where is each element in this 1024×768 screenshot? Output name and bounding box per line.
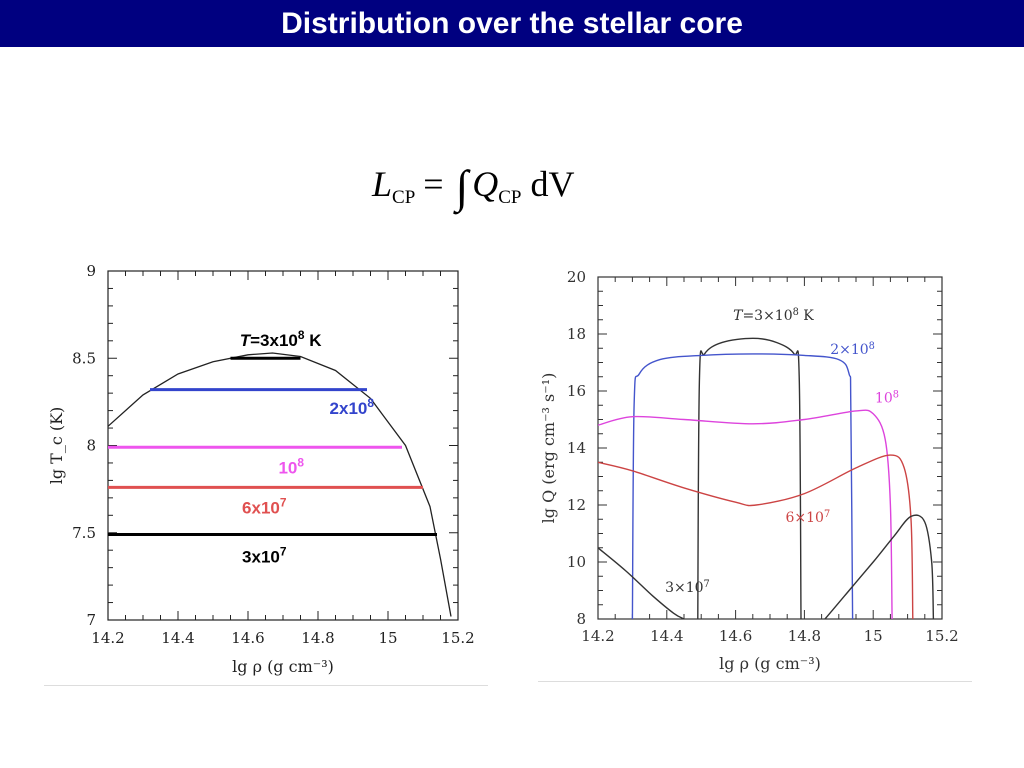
formula-q-sub: CP bbox=[498, 187, 522, 208]
y-tick-label: 14 bbox=[567, 439, 586, 457]
y-tick-label: 10 bbox=[567, 553, 586, 571]
x-tick-label: 15.2 bbox=[925, 627, 958, 645]
slide-title: Distribution over the stellar core bbox=[281, 7, 743, 40]
temperature-density-chart: 14.2 14.4 14.6 14.8 15 15.2 7 7.5 8 8.5 9 lg ρ (g c… bbox=[47, 262, 475, 676]
temperature-level-label: 2x108 bbox=[330, 396, 375, 418]
temperature-level-label: 6x107 bbox=[242, 496, 287, 518]
emissivity-density-chart: 14.2 14.4 14.6 14.8 15 15.2 8 10 12 14 16 18 20 lg ρ … bbox=[539, 268, 959, 673]
emissivity-curve bbox=[598, 409, 893, 619]
y-tick-label: 16 bbox=[567, 382, 586, 400]
luminosity-formula: LCP = ∫ QCP dV bbox=[372, 160, 574, 216]
x-tick-label: 15.2 bbox=[441, 629, 474, 647]
emissivity-curve bbox=[697, 337, 802, 619]
right-divider bbox=[538, 681, 972, 682]
x-tick-label: 14.2 bbox=[581, 627, 614, 645]
y-tick-label: 8.5 bbox=[72, 349, 96, 367]
curve-annotation: 108 bbox=[875, 389, 899, 407]
y-tick-label: 8 bbox=[86, 437, 96, 455]
left-divider bbox=[44, 685, 488, 686]
y-tick-label: 7.5 bbox=[72, 524, 96, 542]
x-tick-label: 14.4 bbox=[650, 627, 683, 645]
left-chart-panel: 14.2 14.4 14.6 14.8 15 15.2 7 7.5 8 8.5 9 lg ρ (g c… bbox=[40, 258, 490, 688]
x-tick-label: 14.8 bbox=[301, 629, 334, 647]
y-axis-label: lg Q (erg cm⁻³ s⁻¹) bbox=[539, 373, 558, 524]
curve-annotation: T=3×108 K bbox=[733, 306, 814, 324]
temperature-level-label: 108 bbox=[278, 455, 304, 477]
x-tick-label: 14.2 bbox=[91, 629, 124, 647]
y-tick-label: 9 bbox=[86, 262, 96, 280]
y-axis-label: lg T_c (K) bbox=[47, 407, 66, 485]
emissivity-curve bbox=[631, 353, 854, 619]
emissivity-curve bbox=[598, 454, 914, 619]
plot-frame bbox=[597, 276, 943, 620]
temperature-level-label: T=3x108 K bbox=[240, 328, 322, 350]
integral-sign: ∫ bbox=[455, 161, 469, 212]
x-tick-label: 14.6 bbox=[719, 627, 752, 645]
y-tick-label: 7 bbox=[86, 611, 96, 629]
y-tick-label: 20 bbox=[567, 268, 586, 286]
y-tick-label: 12 bbox=[567, 496, 586, 514]
core-envelope-curve bbox=[107, 352, 452, 617]
x-tick-label: 14.4 bbox=[161, 629, 194, 647]
y-tick-label: 18 bbox=[567, 325, 586, 343]
temperature-level-label: 3x107 bbox=[242, 544, 287, 566]
x-tick-label: 15 bbox=[378, 629, 397, 647]
x-axis-label: lg ρ (g cm⁻³) bbox=[719, 654, 821, 673]
y-tick-label: 8 bbox=[576, 610, 586, 628]
formula-l-sub: CP bbox=[392, 187, 416, 208]
formula-l: L bbox=[372, 164, 393, 204]
x-tick-label: 14.6 bbox=[231, 629, 264, 647]
emissivity-curve bbox=[824, 514, 935, 619]
title-bar: Distribution over the stellar core bbox=[0, 0, 1024, 47]
formula-equals: = bbox=[423, 164, 444, 204]
curve-annotation: 6×107 bbox=[785, 509, 830, 526]
curve-annotation: 2×108 bbox=[830, 340, 875, 358]
formula-q: Q bbox=[472, 164, 499, 204]
right-chart-panel: 14.2 14.4 14.6 14.8 15 15.2 8 10 12 14 16 18 20 lg ρ … bbox=[530, 262, 980, 682]
x-axis-label: lg ρ (g cm⁻³) bbox=[232, 657, 334, 676]
emissivity-curves bbox=[598, 337, 935, 619]
x-tick-label: 14.8 bbox=[788, 627, 821, 645]
formula-dv: dV bbox=[530, 164, 575, 204]
curve-annotation: 3×107 bbox=[665, 578, 710, 596]
emissivity-curve bbox=[598, 547, 685, 619]
x-tick-label: 15 bbox=[864, 627, 883, 645]
